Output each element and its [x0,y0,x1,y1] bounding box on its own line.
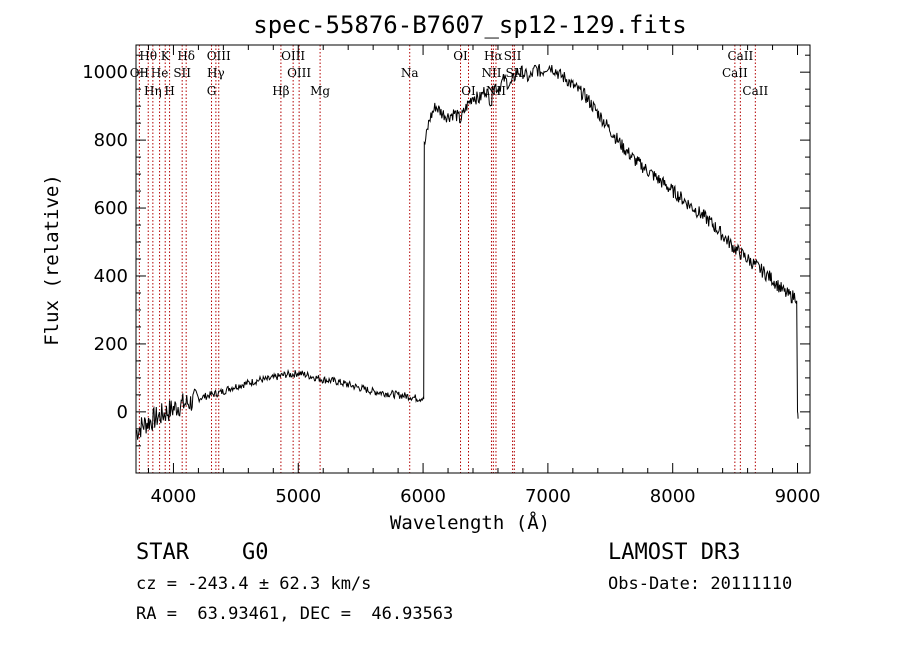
object-subclass: G0 [242,540,269,565]
emission-line-label-18: Hη [144,84,162,98]
emission-line-label-4: OIII [281,49,305,63]
chart-title: spec-55876-B7607_sp12-129.fits [253,11,686,39]
emission-line-label-9: OII [130,66,150,80]
x-tick-label-4: 8000 [650,486,696,507]
x-tick-label-0: 4000 [151,486,197,507]
y-tick-label-0: 0 [117,402,128,423]
x-tick-label-5: 9000 [775,486,821,507]
y-tick-label-5: 1000 [82,62,128,83]
emission-line-label-17: CaII [722,66,748,80]
emission-line-label-22: Mg [310,84,330,98]
emission-line-label-19: H [164,84,174,98]
plot-frame [135,44,811,474]
observation-date: Obs-Date: 20111110 [608,574,793,594]
emission-line-label-16: SII [505,66,523,80]
emission-line-label-20: G [207,84,217,98]
object-class: STAR [136,540,189,565]
emission-line-label-8: CaII [727,49,753,63]
emission-line-label-21: Hβ [272,84,289,98]
x-tick-label-2: 6000 [400,486,446,507]
emission-line-label-6: Hα [484,49,503,63]
spectrum-series-line [135,64,799,440]
x-tick-label-1: 5000 [275,486,321,507]
y-tick-label-3: 600 [94,198,128,219]
axis-ticks: 4000 5000 6000 7000 8000 9000 0 200 400 600 800 100… [82,45,820,507]
survey-name: LAMOST DR3 [608,540,741,565]
coordinates: RA = 63.93461, DEC = 46.93563 [136,604,454,624]
emission-line-label-15: NII [481,66,501,80]
y-tick-label-1: 200 [94,334,128,355]
emission-line-label-5: OI [453,49,468,63]
emission-line-label-10: He [151,66,169,80]
emission-line-label-3: OIII [207,49,231,63]
emission-line-label-14: Na [401,66,419,80]
y-tick-label-2: 400 [94,266,128,287]
emission-line-label-12: Hγ [207,66,225,80]
x-tick-label-3: 7000 [525,486,571,507]
y-tick-label-4: 800 [94,130,128,151]
redshift-cz: cz = -243.4 ± 62.3 km/s [136,574,372,594]
emission-line-label-7: SII [504,49,522,63]
emission-line-label-1: K [161,49,171,63]
emission-line-label-25: CaII [742,84,768,98]
emission-line-label-23: OI [461,84,476,98]
x-axis-label: Wavelength (Å) [390,511,550,534]
emission-line-label-0: Hθ [139,49,157,63]
emission-line-label-13: OIII [287,66,311,80]
emission-line-label-11: SII [173,66,191,80]
y-axis-label: Flux (relative) [41,174,63,346]
emission-line-label-2: Hδ [177,49,195,63]
